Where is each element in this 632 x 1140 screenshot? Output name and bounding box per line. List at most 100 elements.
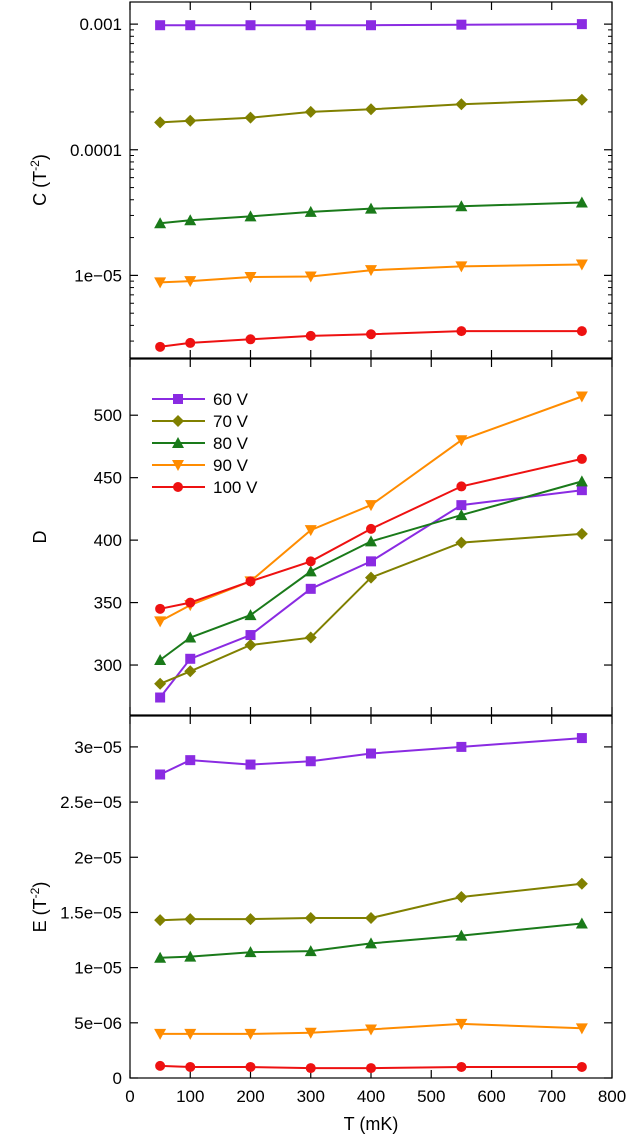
data-point: [455, 261, 468, 273]
y-axis-label-superscript: -2: [28, 160, 42, 171]
x-tick-label: 800: [598, 1087, 626, 1106]
data-point: [366, 1063, 376, 1074]
data-point: [304, 525, 317, 537]
data-point: [155, 20, 166, 31]
series-60-v: [155, 733, 587, 780]
y-tick-label: 0: [113, 1069, 122, 1088]
data-point: [575, 1023, 588, 1035]
legend-label: 90 V: [213, 456, 249, 475]
data-point: [455, 1018, 468, 1030]
data-point: [575, 391, 588, 403]
series-70-v: [154, 877, 588, 927]
series-90-v: [154, 259, 588, 289]
data-point: [245, 759, 256, 770]
data-point: [366, 748, 376, 759]
y-tick-label: 0.0001: [70, 141, 122, 160]
data-point: [576, 733, 587, 744]
data-point: [244, 272, 257, 284]
data-point: [365, 937, 377, 949]
data-point: [575, 196, 588, 208]
data-point: [365, 1024, 377, 1036]
x-tick-label: 600: [477, 1087, 505, 1106]
legend-marker: [172, 460, 184, 471]
legend-marker: [172, 415, 184, 427]
data-point: [366, 556, 376, 567]
data-point: [365, 500, 377, 512]
data-point: [155, 769, 166, 780]
series-60-v: [155, 485, 587, 703]
y-tick-label: 350: [94, 594, 122, 613]
data-point: [575, 259, 588, 271]
data-point: [184, 114, 197, 127]
y-axis-label-text: D: [30, 531, 50, 544]
data-point: [185, 755, 196, 766]
y-tick-label: 1.5e−05: [60, 903, 122, 922]
data-point: [184, 1028, 197, 1040]
x-tick-label: 200: [236, 1087, 264, 1106]
data-point: [304, 271, 317, 283]
data-point: [304, 911, 317, 924]
data-point: [154, 914, 167, 927]
data-point: [185, 337, 196, 348]
data-point: [576, 19, 587, 30]
legend-entry: 80 V: [152, 434, 249, 453]
y-tick-label: 400: [94, 531, 122, 550]
data-point: [575, 877, 588, 890]
y-axis-label-close: ): [30, 882, 50, 888]
data-point: [305, 330, 316, 341]
legend-label: 80 V: [213, 434, 249, 453]
data-point: [154, 677, 167, 690]
y-tick-label: 1e−05: [74, 959, 122, 978]
data-point: [576, 453, 587, 464]
data-point: [184, 913, 197, 926]
data-point: [304, 631, 317, 644]
plot-frame: [129, 1, 613, 359]
data-point: [304, 945, 317, 957]
legend-label: 60 V: [213, 390, 249, 409]
x-axis-label: T (mK): [344, 1114, 399, 1134]
data-point: [455, 929, 468, 941]
legend-entry: 70 V: [152, 412, 249, 431]
data-point: [244, 111, 257, 124]
data-point: [456, 326, 467, 337]
panel-e: 0 5e−06 1e−05 1.5e−05 2e−05 2.5e−05 3e−05 0 100 2…: [28, 715, 626, 1134]
data-point: [365, 202, 377, 214]
x-tick-label: 0: [125, 1087, 134, 1106]
legend-entry: 90 V: [152, 456, 249, 475]
data-point: [456, 481, 467, 492]
data-point: [365, 535, 377, 547]
data-point: [305, 583, 316, 594]
data-point: [154, 654, 167, 666]
series-80-v: [154, 475, 588, 666]
legend-label: 70 V: [213, 412, 249, 431]
y-tick-label: 5e−06: [74, 1014, 122, 1033]
data-point: [155, 1060, 166, 1071]
data-point: [184, 665, 197, 678]
data-point: [245, 334, 256, 345]
data-point: [455, 891, 468, 903]
series-100-v: [155, 1060, 587, 1074]
data-point: [456, 19, 467, 30]
y-tick-label: 450: [94, 469, 122, 488]
data-point: [455, 98, 468, 111]
data-point: [455, 200, 468, 212]
series-80-v: [154, 917, 588, 963]
data-point: [455, 435, 468, 447]
legend-label: 100 V: [213, 478, 258, 497]
legend-marker: [173, 482, 183, 492]
legend-marker: [172, 437, 184, 448]
data-point: [366, 523, 376, 534]
data-point: [184, 214, 197, 226]
data-point: [185, 653, 196, 664]
y-tick-label: 2e−05: [74, 848, 122, 867]
data-point: [305, 756, 316, 767]
data-point: [366, 329, 376, 340]
data-point: [154, 277, 167, 289]
y-axis-label: E (T-2): [28, 882, 50, 933]
y-tick-label: 300: [94, 656, 122, 675]
y-tick-label: 2.5e−05: [60, 793, 122, 812]
series-70-v: [154, 527, 588, 690]
series-line: [159, 489, 583, 699]
x-tick-label: 100: [176, 1087, 204, 1106]
